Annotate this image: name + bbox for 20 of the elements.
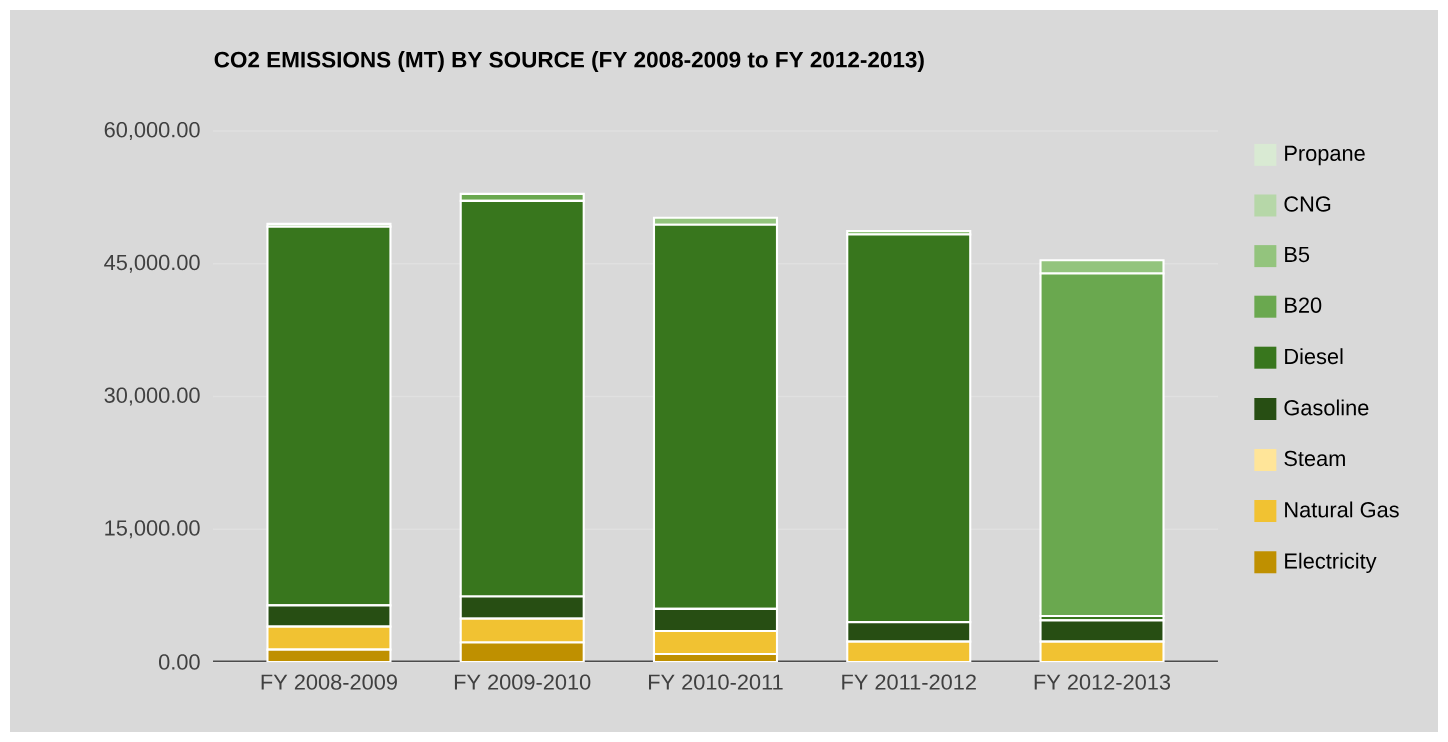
y-tick-label: 0.00	[159, 654, 200, 670]
y-tick-label: 60,000.00	[104, 122, 200, 141]
y-tick-label: 15,000.00	[105, 520, 200, 539]
x-tick-label: FY 2009-2010	[454, 674, 591, 690]
legend-label: Gasoline	[1284, 399, 1369, 416]
chart-title: CO2 EMISSIONS (MT) BY SOURCE (FY 2008-2009 to FY 2012-2013)	[214, 51, 924, 73]
x-tick-label: FY 2010-2011	[649, 674, 783, 690]
legend-label: Diesel	[1285, 348, 1343, 365]
legend-label: Steam	[1284, 450, 1345, 467]
x-tick-label: FY 2012-2013	[1034, 674, 1171, 690]
legend-label: B5	[1285, 246, 1310, 263]
legend-label: B20	[1285, 297, 1322, 313]
x-tick-label: FY 2008-2009	[261, 674, 397, 690]
x-tick-label: FY 2011-2012	[842, 674, 976, 690]
legend-label: Natural Gas	[1285, 501, 1399, 518]
legend-label: CNG	[1284, 196, 1331, 212]
legend-label: Electricity	[1285, 552, 1377, 574]
legend-label: Propane	[1285, 145, 1365, 166]
y-tick-label: 30,000.00	[104, 387, 200, 406]
y-tick-label: 45,000.00	[104, 254, 200, 273]
